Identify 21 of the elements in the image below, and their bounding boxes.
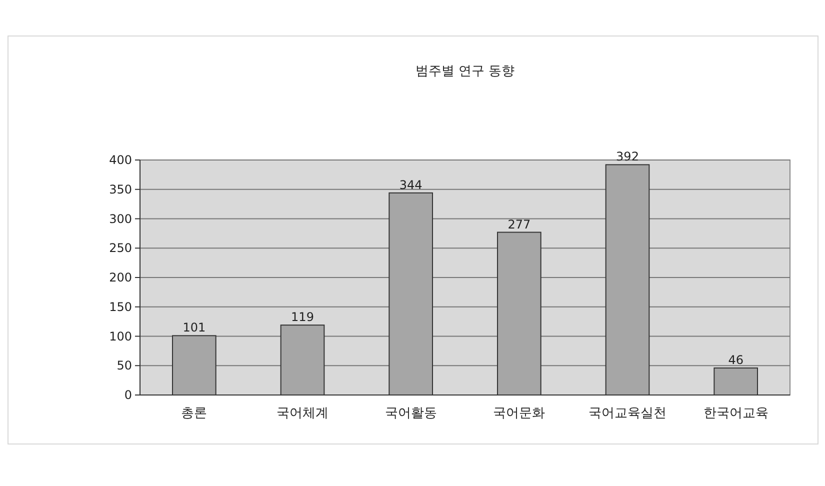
y-tick-label: 50 bbox=[116, 358, 132, 373]
y-tick-label: 0 bbox=[124, 388, 132, 402]
y-tick-label: 400 bbox=[109, 153, 132, 167]
y-tick-label: 200 bbox=[109, 270, 132, 284]
data-label: 344 bbox=[399, 178, 422, 192]
chart-title: 범주별 연구 동향 bbox=[415, 64, 515, 79]
y-tick-label: 250 bbox=[109, 241, 132, 256]
x-tick-label: 국어문화 bbox=[493, 406, 546, 421]
y-tick-label: 300 bbox=[109, 212, 132, 226]
y-tick-label: 150 bbox=[109, 300, 132, 314]
data-label: 101 bbox=[182, 320, 206, 335]
x-tick-label: 한국어교육 bbox=[703, 406, 768, 421]
data-label: 46 bbox=[728, 352, 744, 367]
x-tick-label: 국어교육실천 bbox=[588, 406, 666, 421]
data-label: 277 bbox=[508, 217, 531, 232]
y-tick-label: 100 bbox=[109, 329, 132, 344]
y-tick-label: 350 bbox=[109, 182, 132, 196]
x-tick-label: 국어체계 bbox=[276, 406, 328, 421]
x-tick-label: 국어활동 bbox=[384, 406, 437, 421]
data-label: 119 bbox=[291, 310, 314, 324]
x-tick-label: 총론 bbox=[181, 406, 208, 421]
